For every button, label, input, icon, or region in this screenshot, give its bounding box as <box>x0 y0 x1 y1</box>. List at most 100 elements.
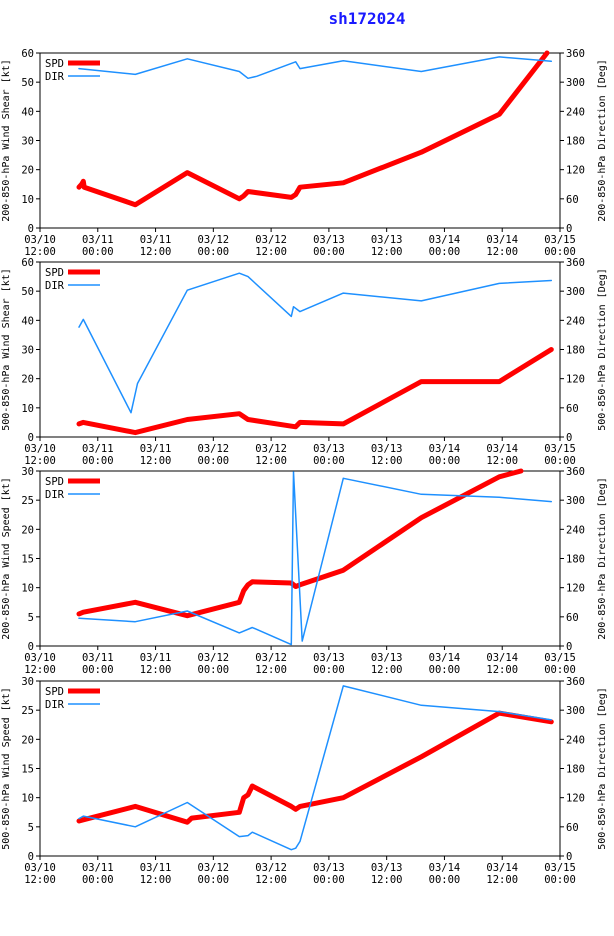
y-right-tick-label: 240 <box>566 315 585 327</box>
y-right-tick-label: 60 <box>566 612 579 624</box>
x-tick-label-time: 12:00 <box>255 664 287 676</box>
x-tick-label-date: 03/14 <box>486 652 518 664</box>
x-tick-label-date: 03/14 <box>486 234 518 246</box>
y-right-tick-label: 240 <box>566 734 585 746</box>
y-left-tick-label: 10 <box>21 583 34 595</box>
x-tick-label-date: 03/14 <box>486 443 518 455</box>
plot-frame <box>39 680 561 857</box>
legend-label-dir: DIR <box>45 699 65 711</box>
x-tick-label-time: 00:00 <box>82 874 114 886</box>
x-tick-label-date: 03/12 <box>255 652 287 664</box>
x-tick-label-time: 00:00 <box>82 246 114 258</box>
y-right-tick-label: 120 <box>566 583 585 595</box>
y-left-tick-label: 40 <box>21 315 34 327</box>
y-right-tick-label: 300 <box>566 77 585 89</box>
y-axis-label-left: 200-850-hPa Wind Speed [kt] <box>1 477 12 640</box>
y-left-tick-label: 40 <box>21 106 34 118</box>
x-tick-label-time: 12:00 <box>140 664 172 676</box>
x-tick-label-date: 03/14 <box>429 443 461 455</box>
legend-label-spd: SPD <box>45 267 64 279</box>
y-right-tick-label: 360 <box>566 257 585 269</box>
x-tick-label-time: 12:00 <box>255 246 287 258</box>
x-tick-label-time: 00:00 <box>429 874 461 886</box>
y-right-tick-label: 300 <box>566 286 585 298</box>
y-right-tick-label: 360 <box>566 466 585 478</box>
y-axis-label-right: 500-850-hPa Direction [Deg] <box>597 268 608 431</box>
y-left-tick-label: 5 <box>28 612 34 624</box>
y-right-tick-label: 120 <box>566 374 585 386</box>
legend-label-dir: DIR <box>45 489 65 501</box>
x-tick-label-time: 00:00 <box>82 664 114 676</box>
x-tick-label-date: 03/13 <box>371 862 403 874</box>
x-tick-label-time: 12:00 <box>140 246 172 258</box>
x-tick-label-date: 03/14 <box>486 862 518 874</box>
x-tick-label-date: 03/14 <box>429 862 461 874</box>
series-line-dir <box>78 56 553 80</box>
y-right-tick-label: 300 <box>566 495 585 507</box>
x-tick-label-time: 00:00 <box>313 455 345 467</box>
x-tick-label-date: 03/14 <box>429 234 461 246</box>
x-tick-label-time: 00:00 <box>429 246 461 258</box>
y-right-tick-label: 120 <box>566 165 585 177</box>
x-tick-label-time: 12:00 <box>371 874 403 886</box>
x-tick-label-date: 03/13 <box>313 652 345 664</box>
x-tick-label-time: 12:00 <box>255 455 287 467</box>
y-left-tick-label: 10 <box>21 403 34 415</box>
x-tick-label-time: 00:00 <box>544 664 576 676</box>
x-tick-label-time: 00:00 <box>198 874 230 886</box>
y-left-tick-label: 5 <box>28 822 34 834</box>
x-tick-label-time: 00:00 <box>82 455 114 467</box>
x-tick-label-date: 03/15 <box>544 234 576 246</box>
chart-panel-1: 03/1012:0003/1100:0003/1112:0003/1200:00… <box>1 48 608 258</box>
x-tick-label-date: 03/11 <box>82 862 114 874</box>
y-right-tick-label: 0 <box>566 641 572 653</box>
y-axis-label-right: 500-850-hPa Direction [Deg] <box>597 687 608 850</box>
y-left-tick-label: 0 <box>28 851 34 863</box>
x-tick-label-time: 00:00 <box>429 664 461 676</box>
series-line-spd <box>76 468 524 619</box>
x-tick-label-time: 00:00 <box>313 664 345 676</box>
y-left-tick-label: 10 <box>21 194 34 206</box>
x-tick-label-date: 03/14 <box>429 652 461 664</box>
y-left-tick-label: 50 <box>21 77 34 89</box>
y-left-tick-label: 10 <box>21 793 34 805</box>
series-line-dir <box>78 685 553 851</box>
y-right-tick-label: 0 <box>566 851 572 863</box>
y-right-tick-label: 240 <box>566 106 585 118</box>
x-tick-label-date: 03/12 <box>198 862 230 874</box>
legend-label-dir: DIR <box>45 71 65 83</box>
x-tick-label-date: 03/10 <box>24 234 56 246</box>
legend-label-dir: DIR <box>45 280 65 292</box>
y-axis-label-left: 500-850-hPa Wind Speed [kt] <box>1 687 12 850</box>
x-tick-label-date: 03/11 <box>140 652 172 664</box>
y-right-tick-label: 180 <box>566 345 585 357</box>
x-tick-label-date: 03/13 <box>313 862 345 874</box>
y-right-tick-label: 0 <box>566 223 572 235</box>
x-tick-label-time: 00:00 <box>544 874 576 886</box>
x-tick-label-date: 03/13 <box>313 234 345 246</box>
chart-panel-2: 03/1012:0003/1100:0003/1112:0003/1200:00… <box>1 257 608 467</box>
y-right-tick-label: 180 <box>566 554 585 566</box>
y-left-tick-label: 20 <box>21 734 34 746</box>
x-tick-label-date: 03/12 <box>255 234 287 246</box>
y-left-tick-label: 0 <box>28 223 34 235</box>
y-right-tick-label: 240 <box>566 524 585 536</box>
x-tick-label-date: 03/11 <box>140 862 172 874</box>
x-tick-label-date: 03/11 <box>82 652 114 664</box>
series-line-dir <box>78 272 553 414</box>
series-line-dir <box>78 471 553 646</box>
x-tick-label-date: 03/15 <box>544 443 576 455</box>
y-left-tick-label: 15 <box>21 764 34 776</box>
series-line-spd <box>76 347 554 436</box>
x-tick-label-date: 03/13 <box>313 443 345 455</box>
y-left-tick-label: 25 <box>21 495 34 507</box>
plot-frame <box>39 52 561 229</box>
x-tick-label-date: 03/11 <box>140 234 172 246</box>
series-line-spd <box>76 50 550 208</box>
y-left-tick-label: 0 <box>28 641 34 653</box>
x-tick-label-time: 00:00 <box>544 455 576 467</box>
x-tick-label-time: 12:00 <box>255 874 287 886</box>
x-tick-label-date: 03/12 <box>255 443 287 455</box>
y-axis-label-right: 200-850-hPa Direction [Deg] <box>597 59 608 222</box>
